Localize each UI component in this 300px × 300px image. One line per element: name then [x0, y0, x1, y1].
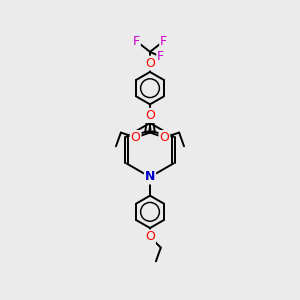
Text: F: F — [157, 50, 164, 63]
Text: N: N — [145, 170, 155, 184]
Text: O: O — [131, 131, 140, 144]
Text: F: F — [133, 34, 140, 48]
Text: O: O — [145, 230, 155, 243]
Text: O: O — [146, 109, 155, 122]
Text: F: F — [160, 34, 167, 48]
Text: O: O — [145, 109, 154, 122]
Text: O: O — [145, 57, 155, 70]
Text: O: O — [160, 131, 169, 144]
